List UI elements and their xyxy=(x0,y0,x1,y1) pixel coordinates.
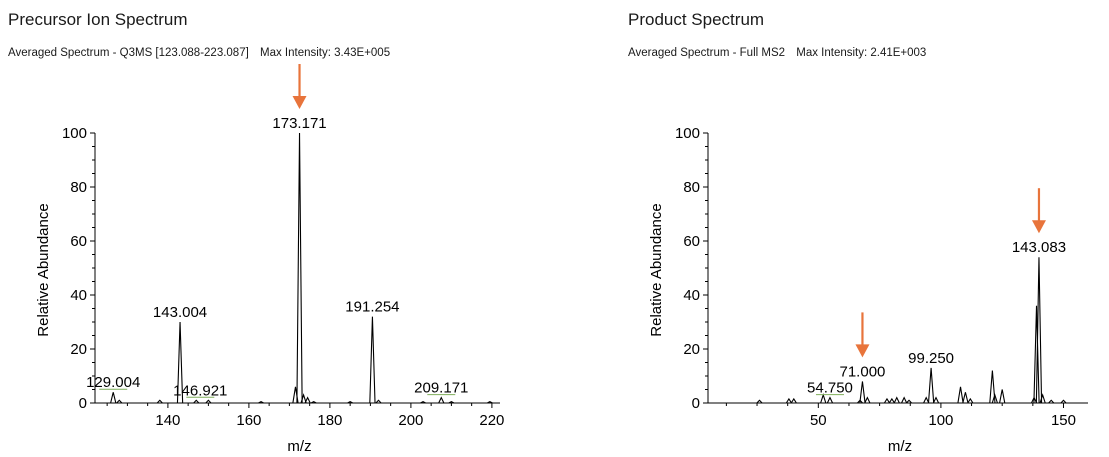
arrow-head xyxy=(1031,220,1046,234)
spectrum-peak xyxy=(888,397,895,404)
y-tick-label: 60 xyxy=(683,233,700,250)
product-spectrum-chart: 0 20 40 60 80 100 50 100 150 m/z Relative Abundanc… xyxy=(648,125,1088,455)
scan-description: Averaged Spectrum - Q3MS [123.088-223.08… xyxy=(8,47,249,59)
spectrum-peak xyxy=(369,316,376,404)
y-tick-label: 20 xyxy=(70,341,87,358)
peak-label: 129.004 xyxy=(86,374,140,391)
precursor-ion-panel: Precursor Ion Spectrum Averaged Spectrum… xyxy=(8,10,504,455)
peak-label: 143.083 xyxy=(1012,239,1066,256)
y-tick-label: 80 xyxy=(70,179,87,196)
spectrum-peak xyxy=(883,397,891,404)
y-tick-label: 0 xyxy=(692,395,700,412)
panel-title: Precursor Ion Spectrum xyxy=(8,10,188,29)
y-axis-title: Relative Abundance xyxy=(35,203,52,336)
peak-label: 209.171 xyxy=(414,380,468,397)
spectrum-peak xyxy=(347,401,354,404)
spectrum-peak xyxy=(205,399,212,404)
spectrum-peak xyxy=(864,396,871,404)
x-tick-label: 160 xyxy=(236,412,261,429)
precursor-spectrum-chart: 0 20 40 60 80 100 140 160 180 200 220 m/z Relative A… xyxy=(35,64,504,455)
spectrum-peak xyxy=(893,396,900,404)
y-tick-label: 20 xyxy=(683,341,700,358)
y-tick-label: 60 xyxy=(70,233,87,250)
x-tick-label: 220 xyxy=(479,412,504,429)
spectrum-peak xyxy=(962,392,969,404)
spectrum-peak xyxy=(304,396,311,404)
peak-label: 99.250 xyxy=(908,350,954,367)
spectrum-peak xyxy=(487,401,493,404)
spectrum-peak xyxy=(785,397,792,404)
spectrum-peak xyxy=(999,389,1006,404)
spectrum-peak xyxy=(967,397,974,404)
spectrum-peak xyxy=(300,393,307,404)
y-tick-label: 40 xyxy=(70,287,87,304)
panel-subtitle: Averaged Spectrum - Full MS2 Max Intensi… xyxy=(628,47,926,59)
peak-label: 143.004 xyxy=(153,304,207,321)
spectrum-peak xyxy=(957,386,964,404)
spectrum-peak xyxy=(438,396,445,404)
spectrum-peak xyxy=(258,401,264,404)
spectrum-peak xyxy=(991,393,998,404)
peak-label: 191.254 xyxy=(345,299,399,316)
spectrum-peak xyxy=(193,399,200,404)
spectrum-peak xyxy=(923,396,930,404)
spectrum-peak xyxy=(927,367,935,404)
y-tick-label: 100 xyxy=(675,125,700,142)
x-tick-label: 140 xyxy=(155,412,180,429)
x-tick-label: 180 xyxy=(317,412,342,429)
spectrum-peak xyxy=(756,399,763,404)
max-intensity: Max Intensity: 2.41E+003 xyxy=(796,47,927,59)
x-tick-label: 50 xyxy=(810,412,827,429)
x-tick-label: 100 xyxy=(928,412,953,429)
spectrum-peak xyxy=(420,401,426,404)
spectrum-peak xyxy=(156,399,163,404)
spectrum-peak xyxy=(989,370,996,404)
y-axis-title: Relative Abundance xyxy=(648,203,665,336)
spectrum-peak xyxy=(1035,257,1043,404)
spectrum-peak xyxy=(296,132,303,404)
x-tick-label: 200 xyxy=(398,412,423,429)
spectrum-peak xyxy=(1048,399,1055,404)
peak-label: 54.750 xyxy=(807,380,853,397)
spectrum-peak xyxy=(448,401,455,404)
x-axis-title: m/z xyxy=(287,438,311,455)
spectrum-peak xyxy=(1060,399,1067,404)
y-tick-label: 0 xyxy=(79,395,87,412)
peak-label: 173.171 xyxy=(272,115,326,132)
x-axis-title: m/z xyxy=(888,438,912,455)
spectrum-peak xyxy=(826,396,834,404)
x-tick-label: 150 xyxy=(1051,412,1076,429)
y-tick-label: 40 xyxy=(683,287,700,304)
spectrum-peak xyxy=(906,399,913,404)
panel-subtitle: Averaged Spectrum - Q3MS [123.088-223.08… xyxy=(8,47,390,59)
spectrum-peak xyxy=(901,396,908,404)
spectrum-peak xyxy=(110,392,117,404)
spectrum-peak xyxy=(375,399,382,404)
spectrum-peak xyxy=(932,396,940,404)
spectrum-peak xyxy=(790,397,797,404)
panel-title: Product Spectrum xyxy=(628,10,765,29)
spectrum-peak xyxy=(1033,305,1040,404)
spectrum-peak xyxy=(310,401,317,404)
y-tick-label: 80 xyxy=(683,179,700,196)
peak-label: 146.921 xyxy=(173,382,227,399)
scan-description: Averaged Spectrum - Full MS2 xyxy=(628,47,786,59)
arrow-head xyxy=(855,344,870,358)
spectrum-peak xyxy=(176,321,184,404)
spectrum-peak xyxy=(859,381,866,404)
y-tick-label: 100 xyxy=(62,125,87,142)
peak-label: 71.000 xyxy=(840,363,886,380)
product-spectrum-panel: Product Spectrum Averaged Spectrum - Ful… xyxy=(620,0,1109,457)
max-intensity: Max Intensity: 3.43E+005 xyxy=(260,47,391,59)
spectrum-peak xyxy=(1039,393,1046,404)
spectrum-peak xyxy=(116,399,123,404)
arrow-head xyxy=(292,96,307,109)
